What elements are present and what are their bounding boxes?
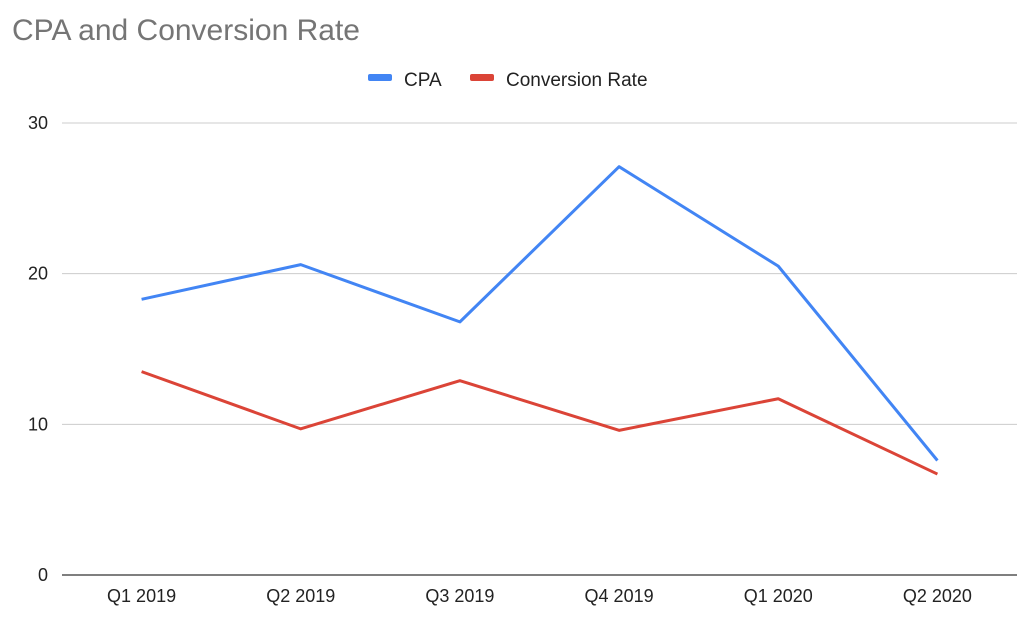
x-axis: Q1 2019 Q2 2019 Q3 2019 Q4 2019 Q1 2020 Q2 20… <box>107 586 972 606</box>
x-tick-label: Q2 2019 <box>266 586 335 606</box>
gridlines <box>62 122 1017 576</box>
y-tick-label: 30 <box>28 113 48 133</box>
y-tick-label: 10 <box>28 414 48 434</box>
legend-label: CPA <box>404 70 442 91</box>
legend: CPA Conversion Rate <box>368 70 648 91</box>
series-lines <box>141 165 939 476</box>
y-tick-label: 0 <box>38 565 48 585</box>
x-tick-label: Q4 2019 <box>585 586 654 606</box>
legend-swatch <box>368 74 392 81</box>
series-line-conversion-rate <box>141 370 939 476</box>
x-tick-label: Q3 2019 <box>425 586 494 606</box>
y-axis: 0 10 20 30 <box>28 113 48 585</box>
y-tick-label: 20 <box>28 264 48 284</box>
legend-swatch <box>470 74 494 81</box>
chart-title: CPA and Conversion Rate <box>12 14 360 47</box>
x-tick-label: Q1 2020 <box>744 586 813 606</box>
x-tick-label: Q2 2020 <box>903 586 972 606</box>
series-line-cpa <box>141 165 939 462</box>
legend-label: Conversion Rate <box>506 70 648 91</box>
x-tick-label: Q1 2019 <box>107 586 176 606</box>
